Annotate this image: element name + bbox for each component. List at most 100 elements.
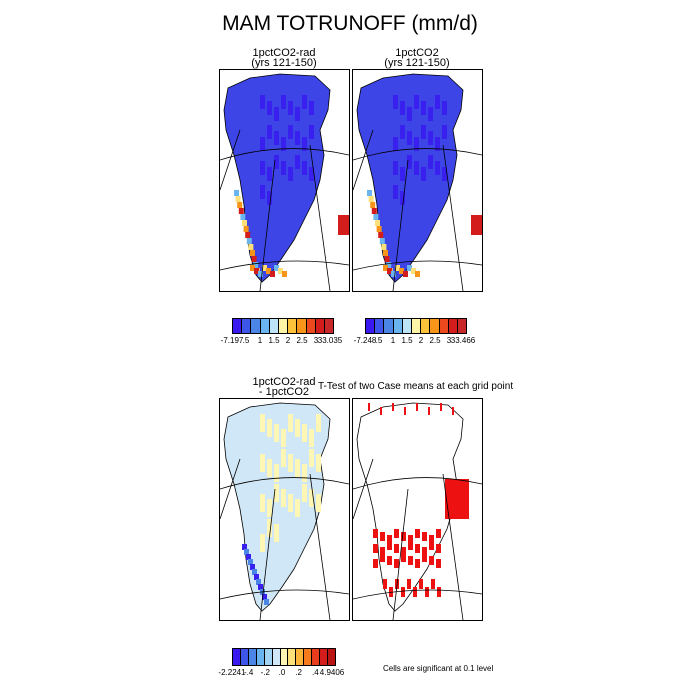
- grid-cell: [288, 494, 293, 512]
- colorbar-swatch: [304, 649, 313, 665]
- colorbar-swatch: [251, 319, 261, 333]
- greenland-map-ttest: [353, 402, 482, 620]
- significant-cell: [457, 479, 461, 489]
- panel-title-1pct: 1pctCO2 (yrs 121-150): [384, 47, 450, 69]
- grid-cell: [254, 268, 259, 274]
- grid-cell: [282, 271, 287, 277]
- significant-cell: [465, 509, 469, 519]
- significant-cell: [465, 499, 469, 509]
- significant-cell: [373, 529, 378, 538]
- diff-cells: [242, 414, 321, 605]
- grid-cell: [384, 256, 390, 262]
- colorbar-swatch: [324, 319, 334, 333]
- significant-cell: [383, 579, 387, 589]
- significant-cell: [416, 403, 418, 411]
- grid-cell: [250, 250, 255, 256]
- grid-cell: [370, 202, 376, 208]
- significant-cell: [394, 559, 399, 568]
- grid-cell: [244, 549, 249, 555]
- grid-cell: [260, 534, 265, 552]
- colorbar-swatch: [269, 319, 279, 333]
- longitude-line: [309, 144, 331, 291]
- significant-cell: [457, 499, 461, 509]
- grid-cell: [267, 499, 272, 517]
- significant-cell: [415, 529, 420, 538]
- grid-cell: [387, 268, 392, 274]
- grid-cell: [442, 167, 447, 181]
- greenland-shape: [223, 73, 331, 283]
- grid-cell: [250, 564, 255, 570]
- grid-cell: [267, 167, 272, 181]
- coast-cells: [367, 95, 482, 277]
- grid-cell: [288, 454, 293, 472]
- grid-cell: [367, 190, 372, 196]
- colorbar-tick-label: 1.5: [401, 336, 413, 345]
- colorbar-swatch: [288, 649, 297, 665]
- grid-cell: [379, 238, 385, 244]
- significant-cell: [394, 529, 399, 538]
- grid-cell: [274, 131, 279, 145]
- longitude-line: [353, 129, 374, 191]
- colorbar-swatch: [439, 319, 449, 333]
- grid-cell: [260, 494, 265, 512]
- colorbar-swatch: [278, 319, 289, 333]
- grid-cell: [376, 226, 382, 232]
- colorbar-tick-label: 3: [446, 336, 452, 345]
- grid-cell: [266, 268, 271, 274]
- significant-cell: [449, 479, 453, 489]
- colorbar-swatch: [315, 319, 325, 333]
- grid-cell: [254, 574, 259, 580]
- colorbar-swatch: [280, 649, 289, 665]
- grid-cell: [316, 414, 321, 432]
- colorbar-tick-label: .5: [242, 336, 250, 345]
- colorbar-swatch: [411, 319, 422, 333]
- latitude-line: [220, 260, 349, 271]
- colorbar-swatch: [384, 319, 394, 333]
- colorbar-tick-label: 4.9406: [319, 668, 345, 677]
- grid-cell: [435, 161, 440, 175]
- grid-cell: [400, 101, 405, 115]
- grid-cell: [267, 191, 272, 205]
- grid-cell: [243, 226, 249, 232]
- longitude-line: [353, 458, 374, 520]
- grid-cell: [400, 191, 405, 205]
- latitude-line: [220, 589, 349, 600]
- significant-cell: [436, 544, 441, 553]
- longitude-line: [392, 488, 409, 620]
- significant-cell: [461, 479, 465, 489]
- grid-cell: [295, 131, 300, 145]
- grid-cell: [411, 268, 416, 274]
- grid-cell: [267, 125, 272, 139]
- colorbar-tick-label: 2: [418, 336, 424, 345]
- colorbar-swatch: [288, 319, 298, 333]
- significance-footnote: Cells are significant at 0.1 level: [383, 664, 494, 673]
- latitude-line: [220, 477, 349, 490]
- significant-cell: [380, 547, 385, 556]
- longitude-line: [309, 473, 331, 620]
- significant-cell: [429, 535, 434, 544]
- grid-cell: [302, 161, 307, 175]
- colorbar-tick-label: 2.5: [296, 336, 308, 345]
- map-panel-rad: [219, 69, 350, 292]
- grid-cell: [264, 599, 269, 605]
- grid-cell: [295, 499, 300, 517]
- significant-cell: [449, 499, 453, 509]
- significant-cell: [373, 559, 378, 568]
- grid-cell: [414, 95, 419, 109]
- significant-cell: [387, 556, 392, 565]
- colorbar-swatch: [240, 649, 249, 665]
- grid-cell: [260, 454, 265, 472]
- longitude-line: [442, 144, 464, 291]
- grid-cell: [414, 137, 419, 151]
- grid-cell: [415, 271, 420, 277]
- significant-cell: [453, 479, 457, 489]
- colorbar-swatch: [256, 649, 265, 665]
- colorbar-rad-labels: -7.197.5 1 1.5 2 2.5 3 33.035: [221, 336, 343, 346]
- grid-cell: [274, 265, 279, 271]
- panel-title-ttest: T-Test of two Case means at each grid po…: [318, 381, 514, 392]
- significant-cell: [415, 544, 420, 553]
- grid-cell: [252, 569, 257, 575]
- significant-cell: [408, 541, 413, 550]
- longitude-line: [392, 159, 409, 291]
- grid-cell: [407, 107, 412, 121]
